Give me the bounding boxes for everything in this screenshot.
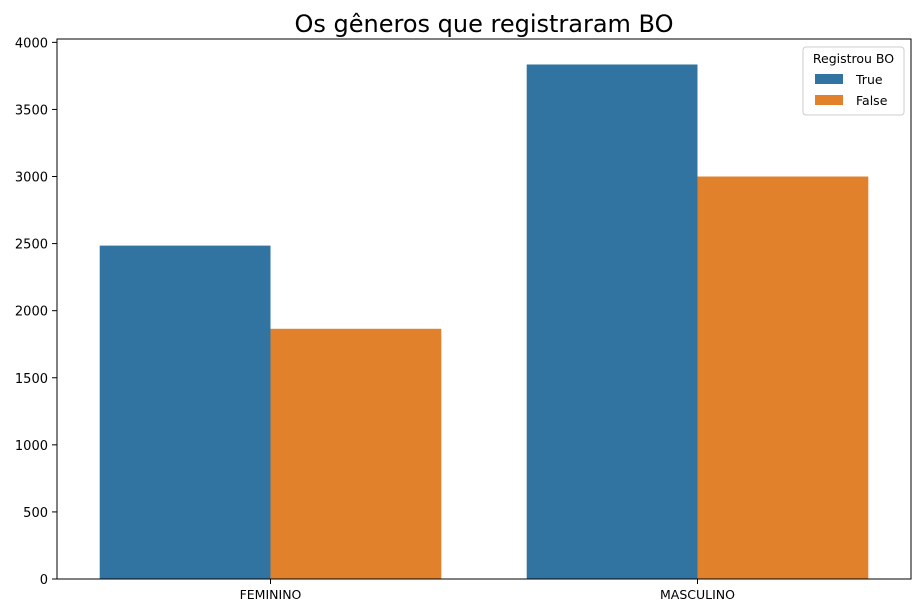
plot-frame — [56, 38, 912, 580]
y-tick-label: 4000 — [15, 36, 48, 51]
y-tick-label: 1000 — [15, 439, 48, 454]
legend-title: Registrou BO — [813, 51, 894, 66]
legend-label-false: False — [856, 93, 888, 108]
y-axis: 0 500 1000 1500 2000 2500 3000 3500 4000 — [15, 36, 57, 588]
bars-group — [99, 64, 869, 580]
y-tick-label: 3000 — [15, 171, 48, 186]
bar-masculino-true — [526, 64, 698, 580]
x-axis: FEMININO MASCULINO — [240, 579, 735, 602]
legend-swatch-true — [815, 74, 843, 84]
y-tick-label: 1500 — [15, 372, 48, 387]
legend-items: True False — [815, 72, 888, 108]
y-tick-label: 500 — [23, 506, 48, 521]
legend-swatch-false — [815, 95, 843, 105]
bar-feminino-true — [99, 245, 271, 579]
y-tick-label: 2500 — [15, 238, 48, 253]
chart-title: Os gêneros que registraram BO — [294, 10, 673, 38]
x-tick-label: MASCULINO — [660, 587, 735, 602]
y-tick-label: 0 — [40, 573, 48, 588]
y-tick-label: 3500 — [15, 103, 48, 118]
x-tick-label: FEMININO — [240, 587, 302, 602]
legend-label-true: True — [855, 72, 883, 87]
y-tick-label: 2000 — [15, 305, 48, 320]
legend: Registrou BO True False — [802, 46, 905, 116]
bar-masculino-false — [697, 176, 869, 579]
bar-feminino-false — [270, 328, 442, 579]
